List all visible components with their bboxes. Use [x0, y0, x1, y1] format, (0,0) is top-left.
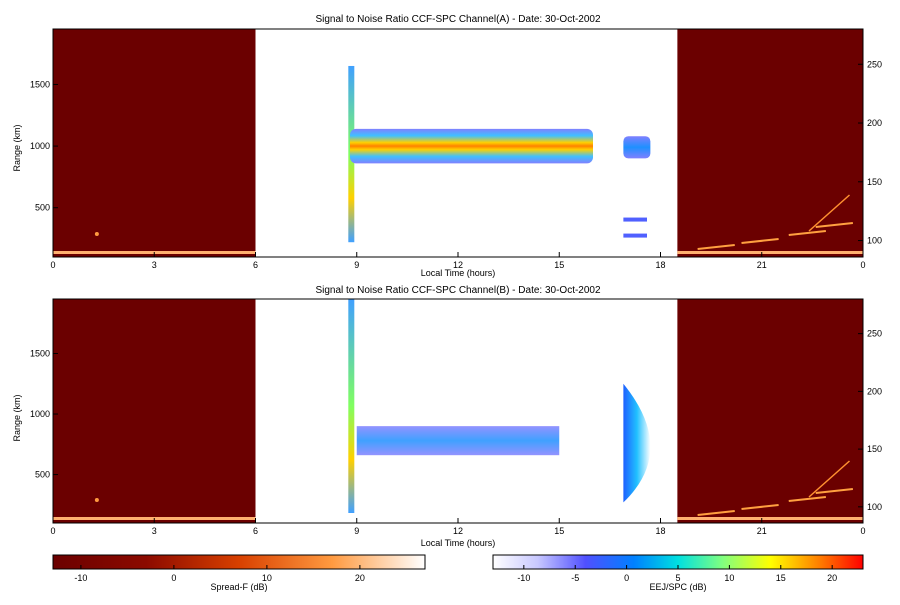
spread-f-echo	[94, 232, 99, 236]
night-region	[677, 29, 863, 257]
colorbar-tick-label: 10	[724, 573, 734, 583]
ground-echo	[677, 517, 863, 520]
panel-b-xlabel: Local Time (hours)	[421, 538, 496, 548]
ground-echo	[677, 251, 863, 254]
eej-echo-band	[356, 426, 560, 456]
panel-a-title: Signal to Noise Ratio CCF-SPC Channel(A)…	[315, 14, 601, 25]
spread-f-echo	[741, 504, 779, 510]
spread-f-echo	[741, 238, 779, 244]
colorbar-tick-label: -5	[571, 573, 579, 583]
y-tick-label: 500	[35, 470, 50, 480]
panel-a-plot-area: 0 3 6 9 12 15 18 21 0 500 1000 1500 100 150 200 250	[30, 28, 882, 270]
eej-echo-band	[623, 136, 651, 159]
vertical-echo-strip	[348, 299, 355, 513]
y2-tick-label: 200	[867, 386, 882, 396]
y2-tick-label: 250	[867, 59, 882, 69]
spread-f-echo	[815, 488, 853, 494]
colorbar-spread-f: -10 0 10 20 Spread-F (dB)	[52, 554, 426, 592]
y2-tick-label: 100	[867, 502, 882, 512]
x-tick-label: 3	[152, 526, 157, 536]
colorbar-eej-spc: -10 -5 0 5 10 15 20 EEJ/SPC (dB)	[492, 554, 864, 592]
x-tick-label: 0	[50, 526, 55, 536]
x-tick-label: 9	[354, 526, 359, 536]
x-tick-label: 6	[253, 526, 258, 536]
spread-f-echo	[697, 244, 735, 250]
x-tick-label: 0	[860, 526, 865, 536]
spread-f-echo	[808, 194, 850, 232]
spread-f-echo	[815, 222, 853, 228]
colorbar-eej-spc-label: EEJ/SPC (dB)	[649, 582, 706, 592]
y2-tick-label: 150	[867, 177, 882, 187]
colorbar-tick-label: 20	[827, 573, 837, 583]
x-tick-label: 21	[757, 526, 767, 536]
eej-echo-band	[623, 233, 647, 238]
y-tick-label: 1000	[30, 409, 50, 419]
x-tick-label: 15	[554, 526, 564, 536]
y2-tick-label: 150	[867, 444, 882, 454]
colorbar-tick-label: 0	[624, 573, 629, 583]
night-region	[53, 299, 256, 523]
spread-f-echo	[94, 498, 99, 502]
y2-tick-label: 100	[867, 236, 882, 246]
colorbar-tick-label: 20	[355, 573, 365, 583]
x-tick-label: 0	[50, 260, 55, 270]
x-tick-label: 18	[655, 260, 665, 270]
y2-tick-label: 250	[867, 329, 882, 339]
night-region	[53, 29, 256, 257]
y-tick-label: 500	[35, 203, 50, 213]
night-region	[677, 299, 863, 523]
spread-f-echo	[788, 230, 826, 236]
x-tick-label: 6	[253, 260, 258, 270]
colorbar-tick-label: 5	[675, 573, 680, 583]
spread-f-echo	[788, 496, 826, 502]
eej-echo-wedge	[623, 383, 651, 503]
spread-f-echo	[808, 460, 850, 498]
eej-echo-band	[350, 128, 593, 164]
x-tick-label: 12	[453, 260, 463, 270]
y-tick-label: 1000	[30, 141, 50, 151]
y-tick-label: 1500	[30, 348, 50, 358]
y2-tick-label: 200	[867, 118, 882, 128]
panel-a-xlabel: Local Time (hours)	[421, 268, 496, 278]
colorbar-tick-label: -10	[517, 573, 530, 583]
x-tick-label: 18	[655, 526, 665, 536]
colorbar-tick-label: 0	[171, 573, 176, 583]
x-tick-label: 3	[152, 260, 157, 270]
x-tick-label: 12	[453, 526, 463, 536]
spread-f-echo	[697, 510, 735, 516]
panel-a: Signal to Noise Ratio CCF-SPC Channel(A)…	[12, 14, 882, 278]
panel-b: Signal to Noise Ratio CCF-SPC Channel(B)…	[12, 285, 882, 548]
colorbar-spread-f-label: Spread-F (dB)	[210, 582, 267, 592]
panel-b-plot-area: 0 3 6 9 12 15 18 21 0 500 1000 1500 100 150 200 250	[30, 298, 882, 536]
panel-b-ylabel: Range (km)	[12, 394, 22, 441]
colorbar-spread-f-ramp	[52, 554, 426, 570]
colorbar-tick-label: -10	[74, 573, 87, 583]
x-tick-label: 21	[757, 260, 767, 270]
x-tick-label: 15	[554, 260, 564, 270]
colorbar-tick-label: 15	[776, 573, 786, 583]
x-tick-label: 9	[354, 260, 359, 270]
x-tick-label: 0	[860, 260, 865, 270]
eej-echo-band	[623, 217, 647, 222]
panel-a-ylabel: Range (km)	[12, 124, 22, 171]
y-tick-label: 1500	[30, 79, 50, 89]
colorbar-tick-label: 10	[262, 573, 272, 583]
panel-b-title: Signal to Noise Ratio CCF-SPC Channel(B)…	[315, 285, 601, 296]
